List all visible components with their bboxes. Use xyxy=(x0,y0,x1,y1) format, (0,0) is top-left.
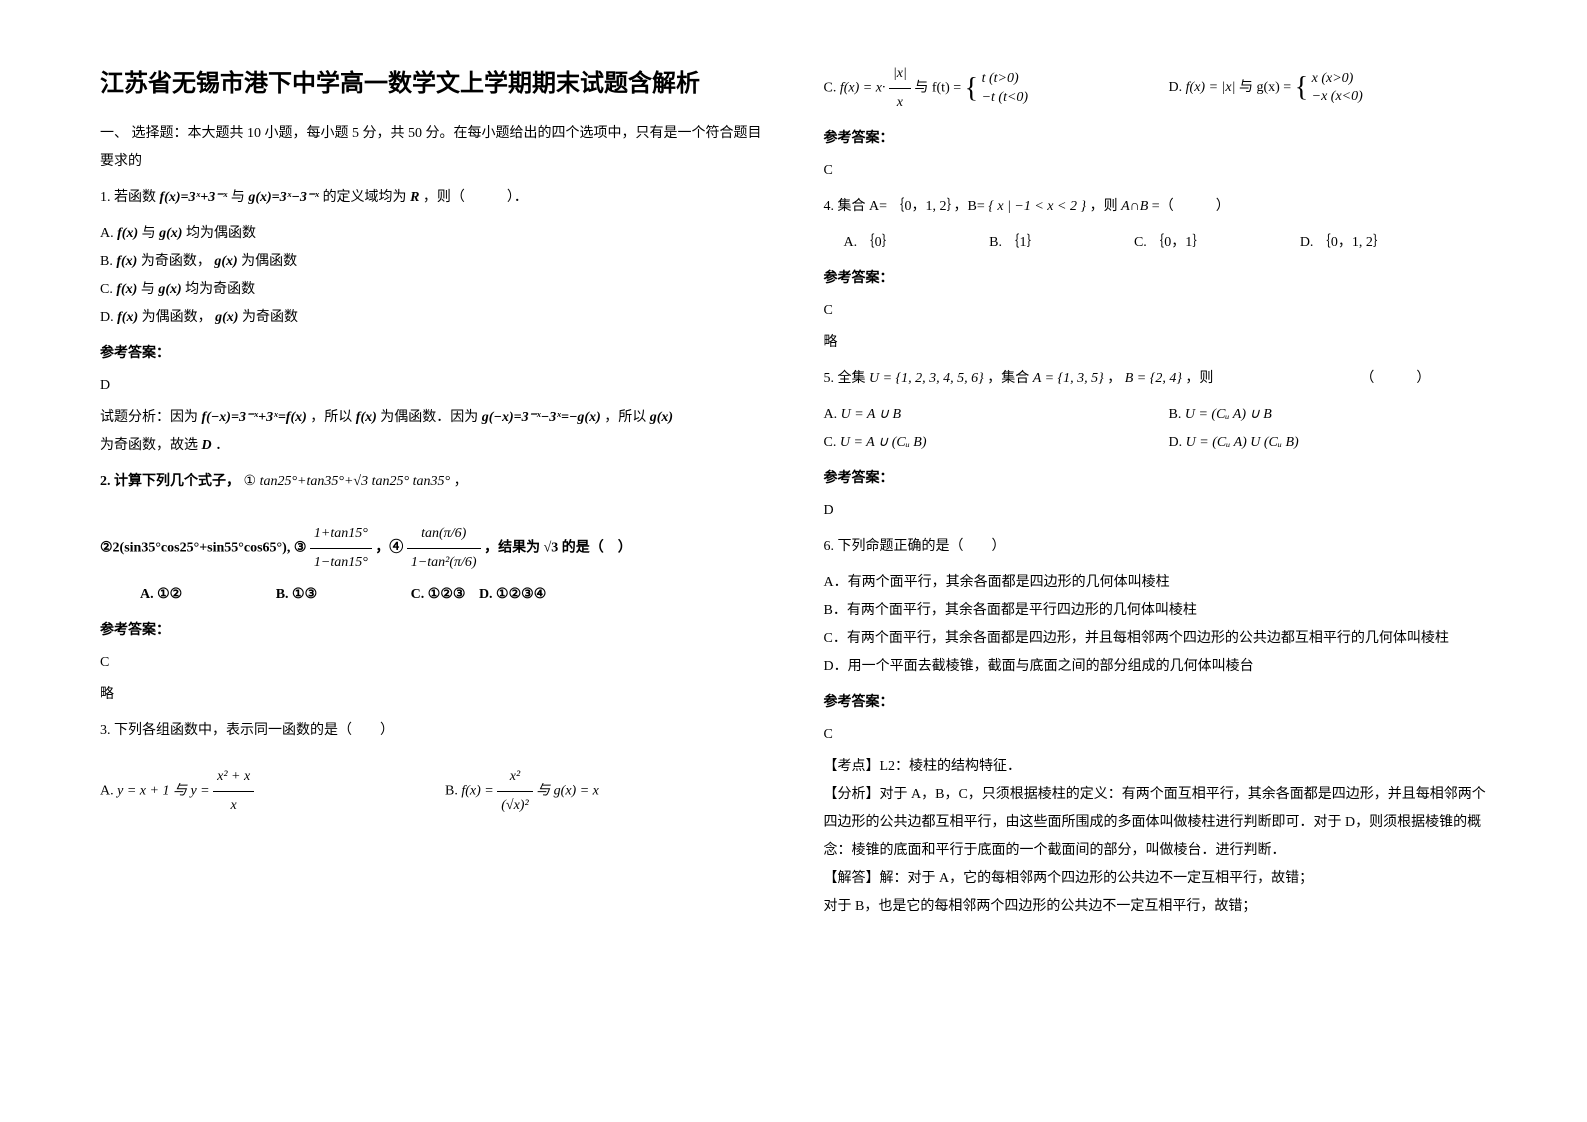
q4-omit: 略 xyxy=(824,329,1488,357)
q2-stem: 2. 计算下列几个式子， xyxy=(100,474,240,489)
q3-row-CD: C. f(x) = x· |x| x 与 f(t) = { t (t>0) −t… xyxy=(824,60,1488,117)
q2-omit: 略 xyxy=(100,681,764,709)
q2-optC: C. ①②③ xyxy=(411,581,466,609)
q6-optD: D．用一个平面去截棱锥，截面与底面之间的部分组成的几何体叫棱台 xyxy=(824,653,1488,681)
question-2: 2. 计算下列几个式子， ① tan25°+tan35°+√3 tan25° t… xyxy=(100,468,764,496)
q6-kp: 【考点】L2：棱柱的结构特征． xyxy=(824,753,1488,781)
q6-sol2: 对于 B，也是它的每相邻两个四边形的公共边不一定互相平行，故错； xyxy=(824,893,1488,921)
q2-line2: ②2(sin35°cos25°+sin55°cos65°), ③ 1+tan15… xyxy=(100,520,764,577)
q5-optD: D. U = (Cᵤ A) U (Cᵤ B) xyxy=(1169,429,1487,457)
q3-optB: B. f(x) = x² (√x)² 与 g(x) = x xyxy=(445,763,763,820)
q6-ans: C xyxy=(824,721,1488,749)
q1-ans: D xyxy=(100,372,764,400)
q1-optB: B. f(x) 为奇函数， g(x) 为偶函数 xyxy=(100,248,764,276)
q4-ref: 参考答案： xyxy=(824,265,1488,293)
part1-header: 一、 选择题：本大题共 10 小题，每小题 5 分，共 50 分。在每小题给出的… xyxy=(100,120,764,176)
q2-options: A. ①② B. ①③ C. ①②③ D. ①②③④ xyxy=(140,581,764,609)
question-4: 4. 集合 A= ｛0，1, 2｝，B= { x | −1 < x < 2 } … xyxy=(824,193,1488,221)
q3-row-AB: A. y = x + 1 与 y = x² + x x B. f(x) = x²… xyxy=(100,763,764,820)
q2-optD: D. ①②③④ xyxy=(479,581,546,609)
q1-mid1: 与 xyxy=(231,190,245,205)
q1-stem-a: 1. 若函数 xyxy=(100,190,160,205)
question-1: 1. 若函数 f(x)=3ˣ+3⁻ˣ 与 g(x)=3ˣ−3⁻ˣ 的定义域均为 … xyxy=(100,184,764,212)
q5-ans: D xyxy=(824,497,1488,525)
q2-frac3: 1+tan15° 1−tan15° xyxy=(310,520,372,577)
q1-stem-b: 的定义域均为 xyxy=(323,190,407,205)
q1-optC: C. f(x) 与 g(x) 均为奇函数 xyxy=(100,276,764,304)
q3-optA: A. y = x + 1 与 y = x² + x x xyxy=(100,763,418,820)
q1-R: R xyxy=(410,190,419,205)
q1-stem-c: ，则（ ）． xyxy=(423,190,528,205)
q4-options: A. ｛0｝ B. ｛1｝ C. ｛0，1｝ D. ｛0，1, 2｝ xyxy=(844,229,1488,257)
q5-ref: 参考答案： xyxy=(824,465,1488,493)
question-5: 5. 全集 U = {1, 2, 3, 4, 5, 6} ，集合 A = {1,… xyxy=(824,365,1488,393)
q6-sol1: 【解答】解：对于 A，它的每相邻两个四边形的公共边不一定互相平行，故错； xyxy=(824,865,1488,893)
q6-optC: C．有两个面平行，其余各面都是四边形，并且每相邻两个四边形的公共边都互相平行的几… xyxy=(824,625,1488,653)
q1-g: g(x)=3ˣ−3⁻ˣ xyxy=(248,190,319,205)
left-column: 江苏省无锡市港下中学高一数学文上学期期末试题含解析 一、 选择题：本大题共 10… xyxy=(100,60,764,921)
q2-optA: A. ①② xyxy=(140,581,182,609)
q4-optC: C. ｛0，1｝ xyxy=(1134,229,1206,257)
q5-optA: A. U = A ∪ B xyxy=(824,401,1142,429)
q1-explain-2: 为奇函数，故选 D ． xyxy=(100,432,764,460)
q3-ref: 参考答案： xyxy=(824,125,1488,153)
q2-frac4: tan(π/6) 1−tan²(π/6) xyxy=(407,520,481,577)
q6-optB: B．有两个面平行，其余各面都是平行四边形的几何体叫棱柱 xyxy=(824,597,1488,625)
q6-optA: A．有两个面平行，其余各面都是四边形的几何体叫棱柱 xyxy=(824,569,1488,597)
q2-ref: 参考答案： xyxy=(100,617,764,645)
q4-ans: C xyxy=(824,297,1488,325)
q5-row-CD: C. U = A ∪ (Cᵤ B) D. U = (Cᵤ A) U (Cᵤ B) xyxy=(824,429,1488,457)
q3-optD: D. f(x) = |x| 与 g(x) = { x (x>0) −x (x<0… xyxy=(1169,60,1487,117)
q5-optC: C. U = A ∪ (Cᵤ B) xyxy=(824,429,1142,457)
document-title: 江苏省无锡市港下中学高一数学文上学期期末试题含解析 xyxy=(100,60,764,108)
q4-optD: D. ｛0，1, 2｝ xyxy=(1300,229,1387,257)
q6-an: 【分析】对于 A，B，C，只须根据棱柱的定义：有两个面互相平行，其余各面都是四边… xyxy=(824,781,1488,865)
q1-ref: 参考答案： xyxy=(100,340,764,368)
q3-optC: C. f(x) = x· |x| x 与 f(t) = { t (t>0) −t… xyxy=(824,60,1142,117)
q6-ref: 参考答案： xyxy=(824,689,1488,717)
q4-optA: A. ｛0｝ xyxy=(844,229,896,257)
q1-explain: 试题分析：因为 f(−x)=3⁻ˣ+3ˣ=f(x) ，所以 f(x) 为偶函数．… xyxy=(100,404,764,432)
q5-optB: B. U = (Cᵤ A) ∪ B xyxy=(1169,401,1487,429)
question-3: 3. 下列各组函数中，表示同一函数的是（ ） xyxy=(100,717,764,745)
right-column: C. f(x) = x· |x| x 与 f(t) = { t (t>0) −t… xyxy=(824,60,1488,921)
q2-ans: C xyxy=(100,649,764,677)
question-6: 6. 下列命题正确的是（ ） xyxy=(824,533,1488,561)
q1-optA: A. f(x) 与 g(x) 均为偶函数 xyxy=(100,220,764,248)
q3-ans: C xyxy=(824,157,1488,185)
q2-optB: B. ①③ xyxy=(276,581,317,609)
q4-optB: B. ｛1｝ xyxy=(989,229,1040,257)
q1-f: f(x)=3ˣ+3⁻ˣ xyxy=(160,190,228,205)
q5-row-AB: A. U = A ∪ B B. U = (Cᵤ A) ∪ B xyxy=(824,401,1488,429)
q1-optD: D. f(x) 为偶函数， g(x) 为奇函数 xyxy=(100,304,764,332)
